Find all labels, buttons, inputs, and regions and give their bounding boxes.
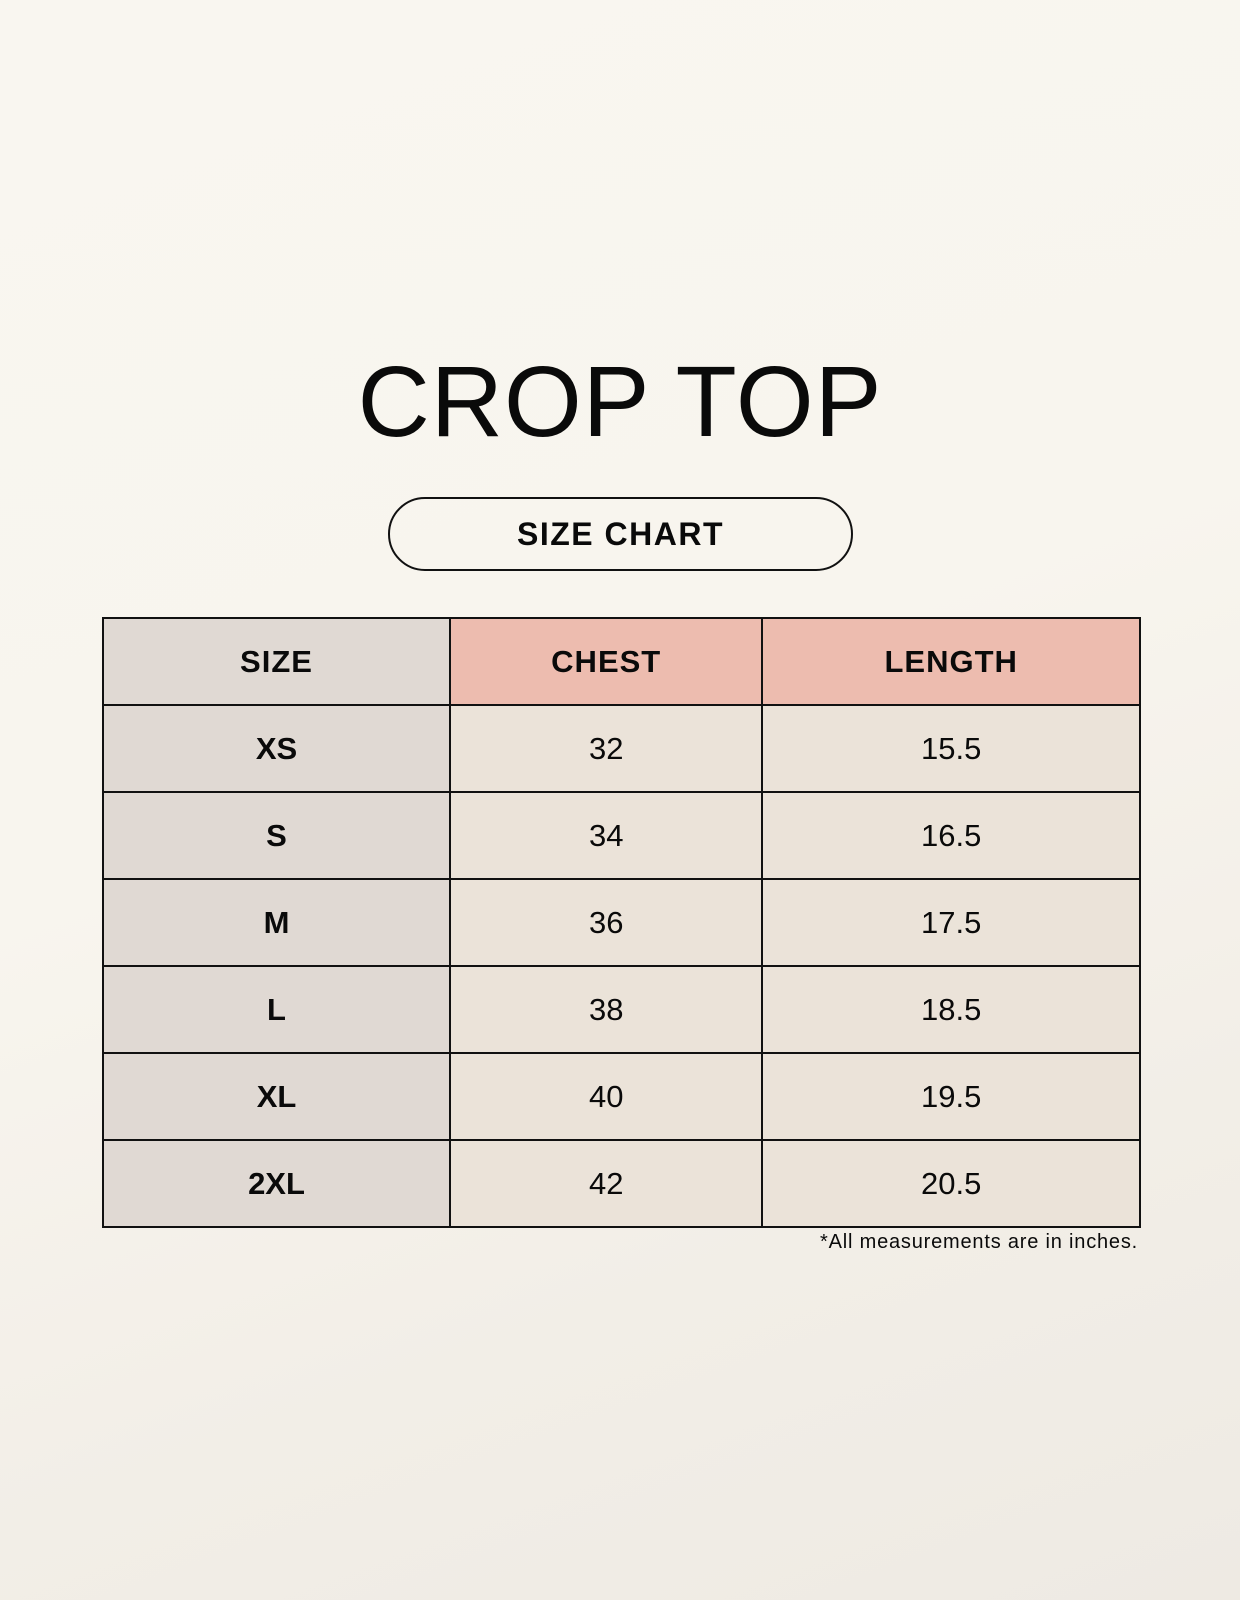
cell-chest: 40	[448, 1052, 764, 1141]
header-size: SIZE	[102, 617, 451, 706]
cell-size: XS	[102, 704, 451, 793]
cell-size: S	[102, 791, 451, 880]
header-length: LENGTH	[761, 617, 1141, 706]
cell-size: XL	[102, 1052, 451, 1141]
size-table: SIZE CHEST LENGTH XS 32 15.5 S 34 16.5 M 36 17.5…	[102, 617, 1141, 1228]
table-row: XL 40 19.5	[102, 1052, 1141, 1141]
size-chart-label: SIZE CHART	[388, 497, 853, 571]
cell-chest: 32	[448, 704, 764, 793]
cell-chest: 36	[448, 878, 764, 967]
cell-length: 15.5	[761, 704, 1141, 793]
table-header-row: SIZE CHEST LENGTH	[102, 617, 1141, 706]
cell-length: 18.5	[761, 965, 1141, 1054]
cell-length: 17.5	[761, 878, 1141, 967]
cell-size: M	[102, 878, 451, 967]
table-row: S 34 16.5	[102, 791, 1141, 880]
cell-chest: 38	[448, 965, 764, 1054]
header-chest: CHEST	[448, 617, 764, 706]
cell-chest: 42	[448, 1139, 764, 1228]
cell-length: 20.5	[761, 1139, 1141, 1228]
cell-size: 2XL	[102, 1139, 451, 1228]
table-row: M 36 17.5	[102, 878, 1141, 967]
footnote: *All measurements are in inches.	[820, 1231, 1138, 1253]
table-row: 2XL 42 20.5	[102, 1139, 1141, 1228]
table-row: XS 32 15.5	[102, 704, 1141, 793]
cell-length: 16.5	[761, 791, 1141, 880]
cell-chest: 34	[448, 791, 764, 880]
cell-length: 19.5	[761, 1052, 1141, 1141]
table-row: L 38 18.5	[102, 965, 1141, 1054]
cell-size: L	[102, 965, 451, 1054]
page-title: CROP TOP	[357, 346, 883, 458]
